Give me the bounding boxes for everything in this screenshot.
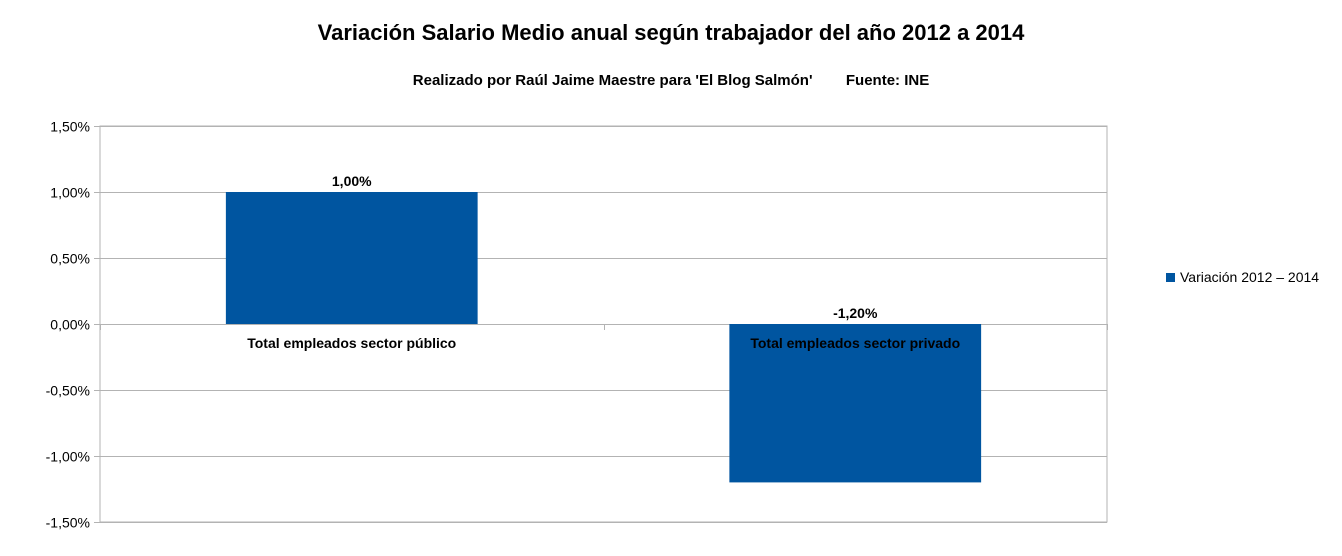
y-tick-label: -1,50% <box>46 515 90 531</box>
data-label: 1,00% <box>332 173 372 189</box>
x-category-label: Total empleados sector público <box>247 335 456 351</box>
bar <box>729 324 982 483</box>
y-tick-label: 1,50% <box>50 119 90 135</box>
y-tick-label: 0,50% <box>50 251 90 267</box>
chart-subtitle: Realizado por Raúl Jaime Maestre para 'E… <box>412 72 930 89</box>
x-category-label: Total empleados sector privado <box>750 335 960 351</box>
legend-swatch <box>1166 272 1175 282</box>
bar <box>225 192 478 324</box>
y-tick-label: 0,00% <box>50 317 90 333</box>
legend-label: Variación 2012 – 2014 <box>1180 269 1320 285</box>
y-tick-label: -1,00% <box>46 449 90 465</box>
legend: Variación 2012 – 2014 <box>1166 269 1319 285</box>
chart-title: Variación Salario Medio anual según trab… <box>317 20 1025 45</box>
data-label: -1,20% <box>833 305 878 321</box>
y-tick-label: -0,50% <box>46 383 90 399</box>
y-tick-label: 1,00% <box>50 185 90 201</box>
